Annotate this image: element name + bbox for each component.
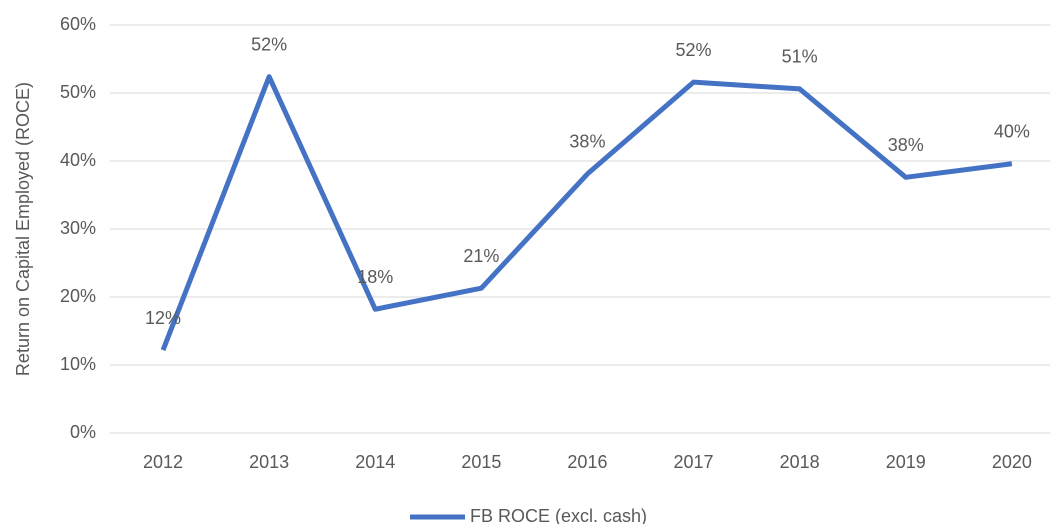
y-axis-label: Return on Capital Employed (ROCE)	[13, 82, 33, 376]
data-label: 52%	[251, 34, 287, 54]
x-tick-label: 2014	[355, 452, 395, 472]
data-label: 21%	[463, 246, 499, 266]
data-label: 18%	[357, 267, 393, 287]
data-label: 51%	[782, 47, 818, 67]
x-tick-label: 2017	[674, 452, 714, 472]
x-tick-label: 2020	[992, 452, 1032, 472]
y-tick-label: 40%	[60, 150, 96, 170]
y-tick-label: 0%	[70, 422, 96, 442]
legend-label: FB ROCE (excl. cash)	[470, 506, 647, 524]
x-tick-label: 2013	[249, 452, 289, 472]
x-tick-label: 2018	[780, 452, 820, 472]
y-tick-label: 10%	[60, 354, 96, 374]
y-tick-label: 60%	[60, 14, 96, 34]
data-label: 40%	[994, 121, 1030, 141]
y-tick-label: 30%	[60, 218, 96, 238]
x-tick-label: 2015	[461, 452, 501, 472]
x-tick-label: 2016	[567, 452, 607, 472]
data-label: 38%	[569, 132, 605, 152]
data-label: 52%	[676, 40, 712, 60]
y-tick-label: 20%	[60, 286, 96, 306]
x-tick-label: 2012	[143, 452, 183, 472]
data-line	[160, 74, 1013, 351]
data-label: 38%	[888, 135, 924, 155]
x-tick-label: 2019	[886, 452, 926, 472]
data-label: 12%	[145, 308, 181, 328]
y-tick-label: 50%	[60, 82, 96, 102]
